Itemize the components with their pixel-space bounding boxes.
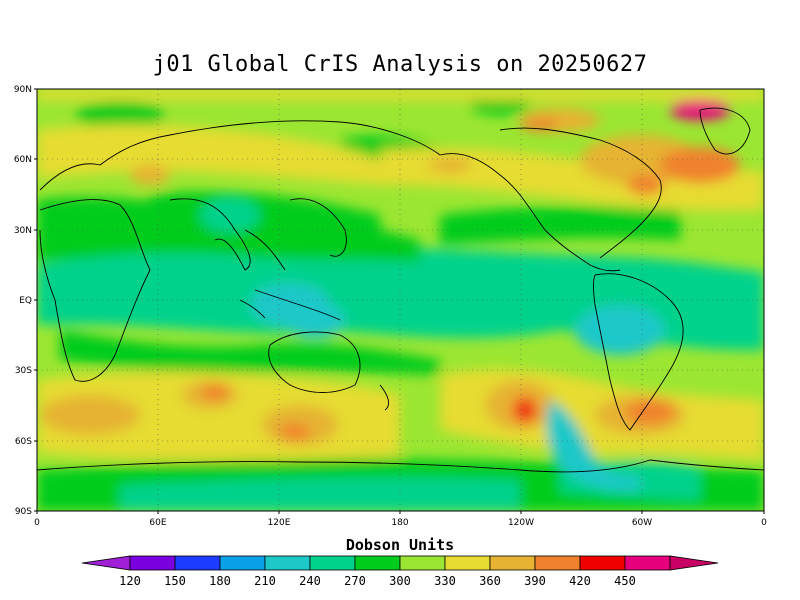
ozone-field [37,89,764,511]
lon-label-0: 0 [34,518,40,528]
colorbar-label: 180 [209,574,231,588]
colorbar-label: 450 [614,574,636,588]
colorbar-label: 210 [254,574,276,588]
colorbar-title: Dobson Units [345,536,455,554]
colorbar-label: 240 [299,574,321,588]
colorbar-label: 120 [119,574,141,588]
lat-label-60s: 60S [15,437,32,447]
colorbar-label: 360 [479,574,501,588]
colorbar-box [309,555,356,571]
lon-label-120w: 120W [508,518,534,528]
colorbar-box [264,555,311,571]
lat-label-90n: 90N [14,85,32,95]
lon-label-60e: 60E [149,518,166,528]
colorbar-label: 300 [389,574,411,588]
lon-label-120e: 120E [268,518,291,528]
lon-label-180: 180 [391,518,408,528]
lat-label-30n: 30N [14,226,32,236]
colorbar-label: 270 [344,574,366,588]
lat-label-30s: 30S [15,366,32,376]
colorbar-box [489,555,536,571]
colorbar-label: 420 [569,574,591,588]
colorbar-box [174,555,221,571]
map-title: j01 Global CrIS Analysis on 20250627 [152,52,648,77]
lat-label-eq: EQ [19,296,32,306]
colorbar-box [534,555,581,571]
colorbar-box [579,555,626,571]
colorbar-label: 330 [434,574,456,588]
colorbar-label: 150 [164,574,186,588]
colorbar-min-arrow [81,555,131,571]
colorbar: 120 150 180 210 240 270 300 330 360 390 420 450 [81,555,719,588]
colorbar-max-arrow [669,555,719,571]
lat-label-90s: 90S [15,507,32,517]
lon-label-0-end: 0 [761,518,767,528]
coastlines [37,107,764,473]
colorbar-box [129,555,176,571]
colorbar-box [624,555,671,571]
colorbar-box [219,555,266,571]
graticule [37,89,764,511]
colorbar-box [444,555,491,571]
lat-label-60n: 60N [14,155,32,165]
colorbar-box [354,555,401,571]
colorbar-box [399,555,446,571]
lon-label-60w: 60W [632,518,652,528]
colorbar-label: 390 [524,574,546,588]
